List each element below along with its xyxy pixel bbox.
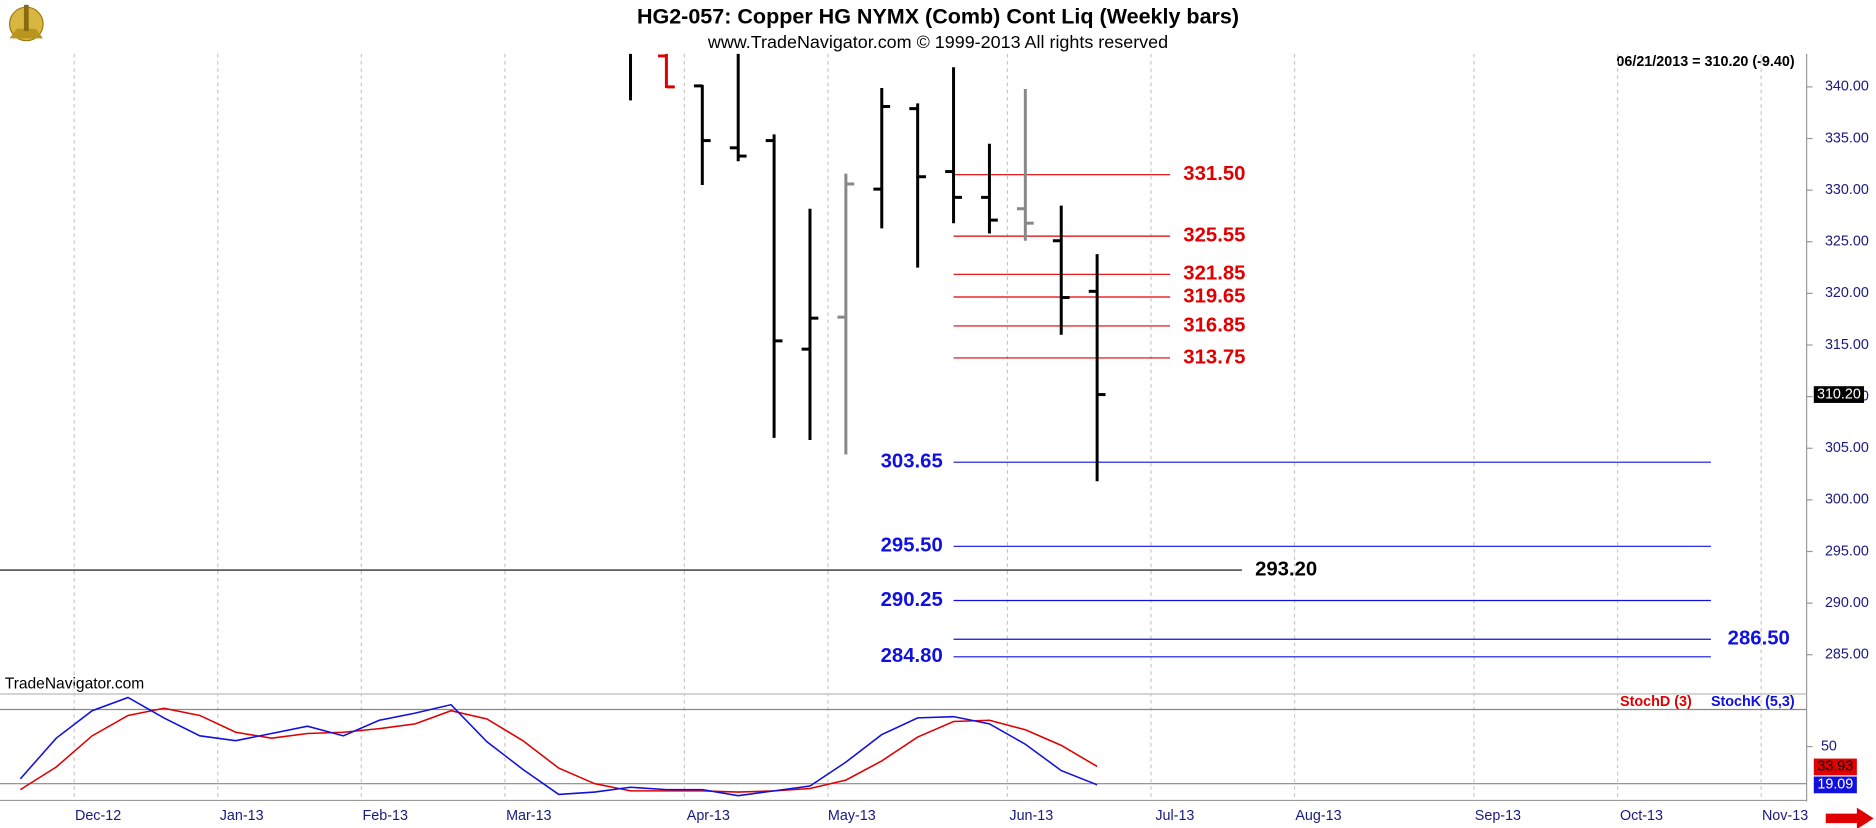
level-label: 319.65 [1183,285,1245,307]
y-tick-label: 325.00 [1825,234,1869,250]
stoch-line [19,707,1098,793]
level-label: 293.20 [1255,558,1317,580]
last-price-box [1813,386,1865,403]
x-tick-label: Aug-13 [1295,808,1341,824]
level-label: 303.65 [881,451,943,473]
x-tick-label: May-13 [828,808,876,824]
level-label: 331.50 [1183,163,1245,185]
y-tick-label: 295.00 [1825,543,1869,559]
labels: Dec-12 Jan-13 Feb-13 Mar-13 Apr-13 May-13 Jun-… [75,79,1869,824]
y-tick-label: 305.00 [1825,440,1869,456]
level-label: 321.85 [1183,263,1245,285]
y-tick-label: 340.00 [1825,79,1869,95]
level-label: 286.50 [1728,628,1790,650]
x-tick-label: Nov-13 [1762,808,1808,824]
watermark: TradeNavigator.com [5,676,144,693]
stoch-line [19,696,1098,797]
x-tick-label: Feb-13 [363,808,408,824]
level-label: 290.25 [881,589,943,611]
stoch-panel [0,696,1807,797]
legend-entry: StochK (5,3) [1711,694,1795,710]
x-tick-label: Jul-13 [1155,808,1194,824]
x-tick-label: Dec-12 [75,808,121,824]
level-label: 316.85 [1183,314,1245,336]
y-tick-label: 320.00 [1825,285,1869,301]
chart-subtitle: www.TradeNavigator.com © 1999-2013 All r… [707,32,1168,52]
legend-entry: StochD (3) [1620,694,1692,710]
last-value-label: 19.09 [1817,777,1853,793]
chart-title: HG2-057: Copper HG NYMX (Comb) Cont Liq … [637,5,1239,29]
level-label: 313.75 [1183,346,1245,368]
x-tick-label: Mar-13 [506,808,551,824]
last-price-label: 310.20 [1817,386,1861,402]
x-tick-label: Jun-13 [1009,808,1053,824]
grid [73,53,1762,801]
y-tick-label: 50 [1821,738,1837,754]
y-tick-label: 285.00 [1825,647,1869,663]
scroll-arrow[interactable] [1825,807,1874,828]
last-value-box [1813,758,1857,776]
last-value-label: 33.93 [1817,759,1853,775]
logo [8,4,44,42]
y-tick-label: 335.00 [1825,130,1869,146]
level-label: 284.80 [881,645,943,667]
price-panel [0,53,1711,658]
last-price-note: 06/21/2013 = 310.20 (-9.40) [1616,54,1794,70]
level-label: 295.50 [881,535,943,557]
y-tick-label: 330.00 [1825,182,1869,198]
x-tick-label: Apr-13 [687,808,730,824]
y-tick-label: 290.00 [1825,595,1869,611]
x-tick-label: Jan-13 [220,808,264,824]
level-label: 325.55 [1183,224,1245,246]
last-value-box [1813,776,1857,794]
x-tick-label: Oct-13 [1620,808,1663,824]
y-tick-label: 315.00 [1825,337,1869,353]
y-tick-label: 300.00 [1825,492,1869,508]
x-tick-label: Sep-13 [1475,808,1521,824]
